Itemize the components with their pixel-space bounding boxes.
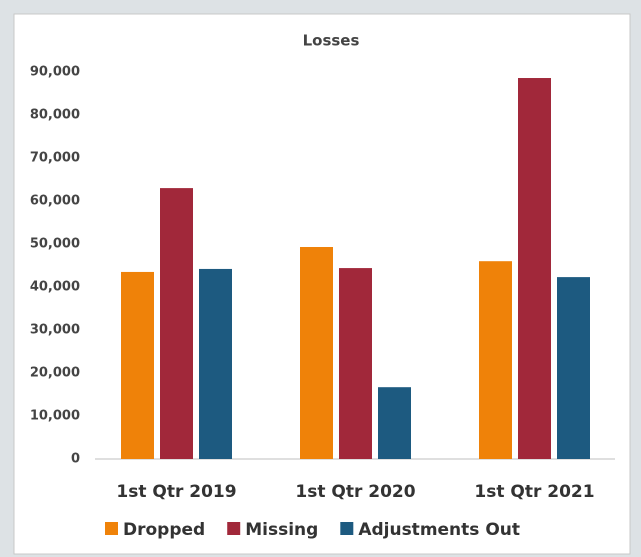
legend-label: Adjustments Out [358,520,520,540]
legend-swatch [227,522,241,535]
legend-label: Dropped [123,520,205,540]
legend-swatch [340,522,354,535]
bar [121,271,154,459]
chart-title: Losses [303,32,360,50]
x-tick-label: 1st Qtr 2021 [474,482,594,502]
y-tick-label: 50,000 [30,237,80,252]
y-tick-label: 0 [71,452,80,467]
legend-swatch [105,522,118,535]
y-tick-label: 10,000 [30,409,80,424]
bar [339,268,372,459]
y-tick-label: 80,000 [30,108,80,123]
bar [300,247,333,459]
y-tick-label: 30,000 [30,323,80,338]
bar [199,268,232,459]
bar [378,387,411,459]
y-tick-label: 40,000 [30,280,80,295]
legend-label: Missing [245,520,318,540]
x-tick-label: 1st Qtr 2020 [295,482,415,502]
y-tick-label: 60,000 [30,194,80,209]
bar [479,261,512,459]
y-tick-label: 20,000 [30,366,80,381]
bar [557,277,590,459]
y-tick-label: 70,000 [30,151,80,166]
bar [518,78,551,460]
x-tick-label: 1st Qtr 2019 [116,482,236,502]
bar [160,188,193,459]
y-tick-label: 90,000 [30,65,80,80]
